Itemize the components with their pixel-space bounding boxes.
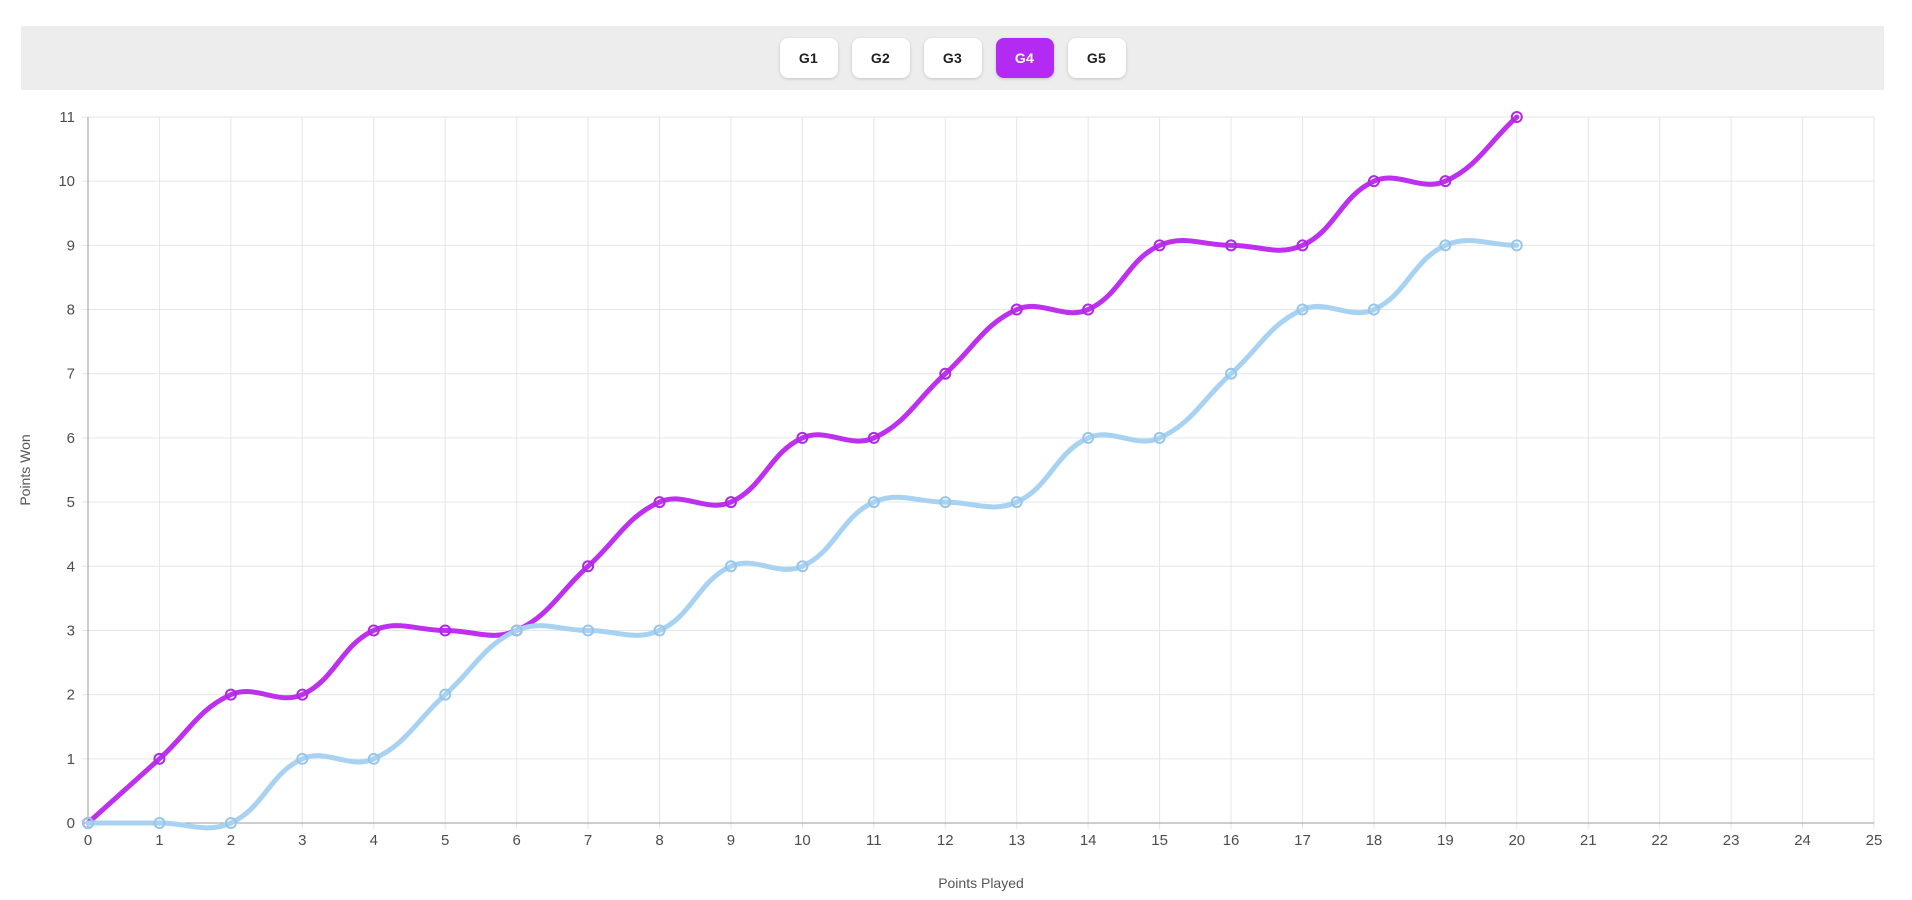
- y-tick-label: 0: [67, 815, 75, 832]
- data-point-blue-player: [1082, 431, 1095, 444]
- data-point-purple-player: [1082, 303, 1095, 316]
- x-tick-label: 6: [512, 832, 520, 849]
- y-tick-label: 11: [59, 109, 75, 126]
- data-point-blue-player: [1225, 367, 1238, 380]
- data-point-blue-player: [582, 624, 595, 637]
- toolbar-button-g5[interactable]: G5: [1067, 38, 1126, 78]
- x-tick-label: 14: [1080, 832, 1097, 849]
- data-point-purple-player: [224, 688, 237, 701]
- data-point-blue-player: [1153, 431, 1166, 444]
- y-tick-label: 6: [67, 430, 75, 447]
- toolbar-button-g4[interactable]: G4: [995, 38, 1054, 78]
- data-point-blue-player: [82, 817, 94, 829]
- x-axis-title: Points Played: [938, 875, 1024, 891]
- data-point-purple-player: [653, 496, 666, 509]
- x-tick-label: 21: [1580, 832, 1597, 849]
- data-point-blue-player: [724, 560, 737, 573]
- x-tick-label: 15: [1151, 832, 1168, 849]
- data-point-blue-player: [796, 560, 809, 573]
- x-tick-label: 0: [84, 832, 92, 849]
- data-point-purple-player: [1225, 239, 1238, 252]
- x-tick-label: 16: [1223, 832, 1240, 849]
- data-point-purple-player: [1296, 239, 1309, 252]
- data-point-purple-player: [1010, 303, 1023, 316]
- data-point-purple-player: [1510, 111, 1523, 123]
- x-tick-label: 20: [1508, 832, 1525, 849]
- x-tick-label: 3: [298, 832, 306, 849]
- x-tick-label: 10: [794, 832, 811, 849]
- toolbar: G1 G2 G3 G4 G5: [21, 26, 1884, 90]
- x-tick-label: 22: [1651, 832, 1668, 849]
- y-tick-label: 9: [67, 237, 75, 254]
- toolbar-button-g1[interactable]: G1: [779, 38, 838, 78]
- x-tick-label: 25: [1866, 832, 1883, 849]
- x-tick-label: 17: [1294, 832, 1311, 849]
- data-point-purple-player: [1367, 175, 1380, 188]
- x-tick-label: 24: [1794, 832, 1811, 849]
- data-point-blue-player: [653, 624, 666, 637]
- y-tick-label: 1: [67, 751, 75, 768]
- x-tick-label: 9: [727, 832, 735, 849]
- y-tick-label: 8: [67, 302, 75, 319]
- data-point-purple-player: [439, 624, 452, 637]
- data-point-purple-player: [367, 624, 380, 637]
- data-point-purple-player: [724, 496, 737, 509]
- x-tick-label: 7: [584, 832, 592, 849]
- x-tick-label: 13: [1008, 832, 1025, 849]
- data-point-purple-player: [582, 560, 595, 573]
- data-point-blue-player: [439, 688, 452, 701]
- data-point-blue-player: [939, 496, 952, 509]
- data-point-purple-player: [796, 431, 809, 444]
- data-point-purple-player: [1153, 239, 1166, 252]
- data-point-blue-player: [367, 752, 380, 765]
- series-line-blue-player: [85, 237, 1520, 831]
- data-point-blue-player: [510, 624, 523, 637]
- y-tick-label: 3: [67, 622, 75, 639]
- data-point-blue-player: [1367, 303, 1380, 316]
- data-point-blue-player: [867, 496, 880, 509]
- y-tick-label: 2: [67, 687, 75, 704]
- y-tick-label: 7: [67, 366, 75, 383]
- y-tick-label: 4: [67, 558, 75, 575]
- y-axis-title: Points Won: [17, 434, 33, 505]
- data-point-purple-player: [939, 367, 952, 380]
- x-tick-label: 11: [866, 832, 882, 849]
- data-point-blue-player: [296, 752, 309, 765]
- x-tick-label: 18: [1366, 832, 1383, 849]
- toolbar-button-g2[interactable]: G2: [851, 38, 910, 78]
- x-tick-label: 1: [155, 832, 163, 849]
- data-point-blue-player: [1010, 496, 1023, 509]
- data-point-purple-player: [296, 688, 309, 701]
- y-tick-label: 10: [58, 173, 75, 190]
- x-tick-label: 5: [441, 832, 449, 849]
- data-point-blue-player: [153, 817, 166, 829]
- x-tick-label: 23: [1723, 832, 1740, 849]
- data-point-blue-player: [1296, 303, 1309, 316]
- x-tick-label: 8: [655, 832, 663, 849]
- data-point-purple-player: [867, 431, 880, 444]
- x-tick-label: 4: [370, 832, 378, 849]
- data-point-purple-player: [153, 752, 166, 765]
- x-tick-label: 2: [227, 832, 235, 849]
- x-tick-label: 19: [1437, 832, 1454, 849]
- data-point-blue-player: [1510, 239, 1523, 252]
- data-point-purple-player: [1439, 175, 1452, 188]
- x-tick-label: 12: [937, 832, 954, 849]
- data-point-blue-player: [1439, 239, 1452, 252]
- series-line-purple-player: [85, 114, 1520, 826]
- data-point-blue-player: [224, 817, 237, 829]
- y-tick-label: 5: [67, 494, 75, 511]
- toolbar-button-g3[interactable]: G3: [923, 38, 982, 78]
